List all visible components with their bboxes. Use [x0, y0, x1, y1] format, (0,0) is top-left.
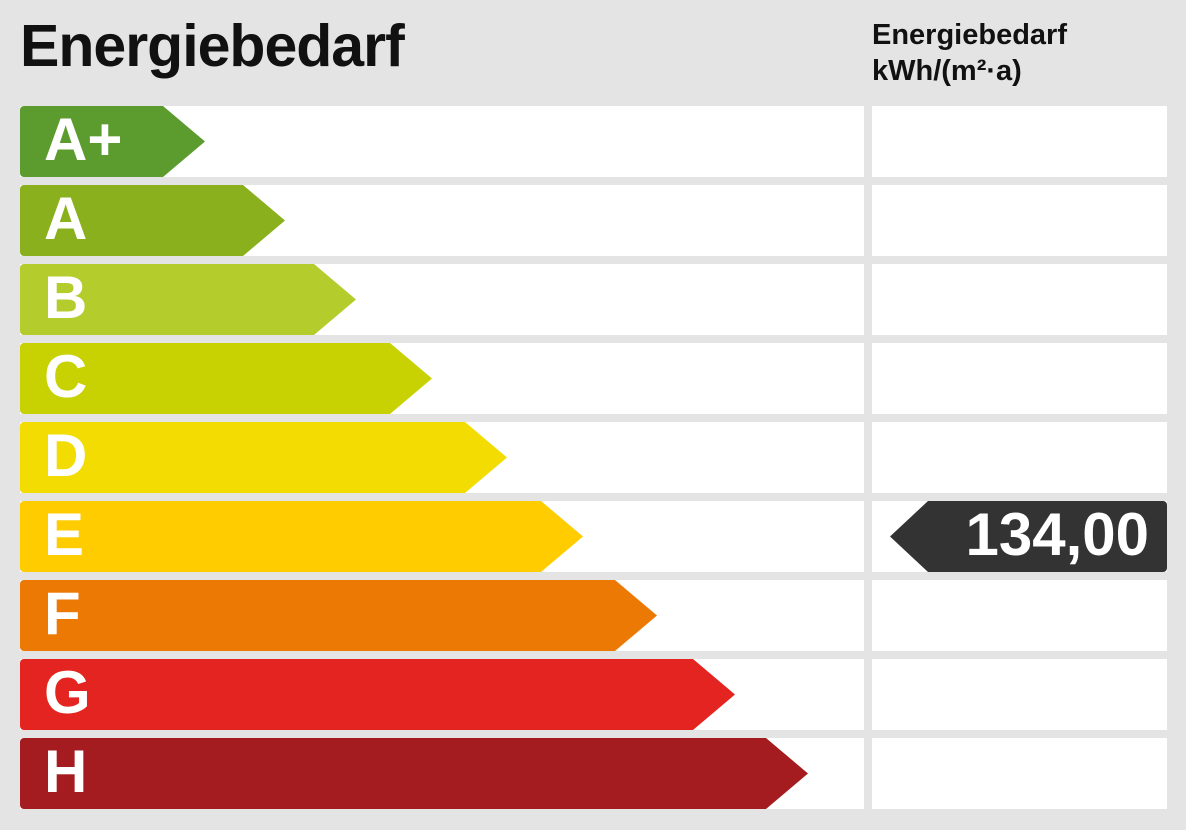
energy-class-letter-e: E: [44, 500, 85, 568]
energy-class-letter-a: A: [44, 184, 88, 252]
value-cell-h: [872, 738, 1167, 809]
scale-row-c: C: [0, 343, 1186, 414]
scale-row-d: D: [0, 422, 1186, 493]
scale-row-h: H: [0, 738, 1186, 809]
energy-class-letter-f: F: [44, 579, 81, 647]
energy-class-arrow-a-plus: A+: [20, 106, 205, 177]
value-text: 134,00: [965, 500, 1149, 568]
energy-class-letter-g: G: [44, 658, 91, 726]
energy-class-letter-a-plus: A+: [44, 105, 123, 173]
scale-row-a: A: [0, 185, 1186, 256]
energy-class-arrow-b: B: [20, 264, 356, 335]
energy-class-letter-b: B: [44, 263, 88, 331]
energy-class-arrow-h: H: [20, 738, 808, 809]
scale-row-g: G: [0, 659, 1186, 730]
energy-class-arrow-g: G: [20, 659, 735, 730]
value-cell-a-plus: [872, 106, 1167, 177]
energy-class-arrow-f: F: [20, 580, 657, 651]
energy-class-letter-c: C: [44, 342, 88, 410]
page-title: Energiebedarf: [20, 13, 405, 79]
value-cell-b: [872, 264, 1167, 335]
energy-class-letter-h: H: [44, 737, 88, 805]
energy-class-letter-d: D: [44, 421, 88, 489]
unit-header-line1: Energiebedarf: [872, 19, 1067, 51]
scale-row-b: B: [0, 264, 1186, 335]
value-cell-g: [872, 659, 1167, 730]
value-indicator-arrow: 134,00: [890, 501, 1167, 572]
unit-column-header: Energiebedarf kWh/(m²·a): [872, 18, 1067, 90]
unit-header-line2: kWh/(m²·a): [872, 54, 1022, 87]
value-cell-f: [872, 580, 1167, 651]
energy-class-arrow-a: A: [20, 185, 285, 256]
energy-class-arrow-c: C: [20, 343, 432, 414]
value-cell-a: [872, 185, 1167, 256]
energy-class-arrow-d: D: [20, 422, 507, 493]
value-cell-c: [872, 343, 1167, 414]
scale-row-a-plus: A+: [0, 106, 1186, 177]
scale-row-e: E 134,00: [0, 501, 1186, 572]
scale-row-f: F: [0, 580, 1186, 651]
value-cell-d: [872, 422, 1167, 493]
energy-class-arrow-e: E: [20, 501, 583, 572]
